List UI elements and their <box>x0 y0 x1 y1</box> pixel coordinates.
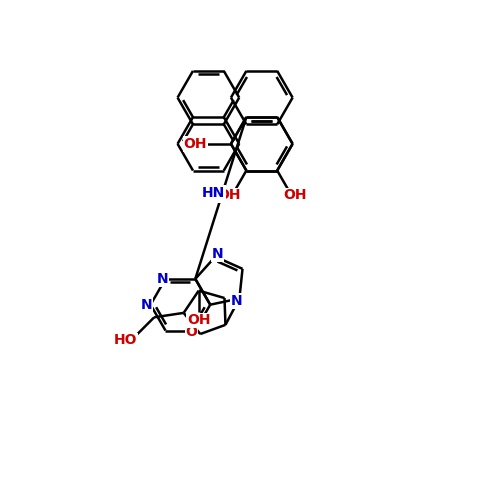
Text: N: N <box>141 298 152 312</box>
Text: HN: HN <box>202 186 225 200</box>
Text: O: O <box>186 324 197 338</box>
Text: N: N <box>212 247 224 261</box>
Text: N: N <box>157 272 169 286</box>
Text: HO: HO <box>114 333 137 347</box>
Text: OH: OH <box>217 188 240 202</box>
Text: OH: OH <box>283 188 306 202</box>
Text: OH: OH <box>184 137 207 151</box>
Text: OH: OH <box>187 314 210 328</box>
Text: N: N <box>231 294 242 308</box>
